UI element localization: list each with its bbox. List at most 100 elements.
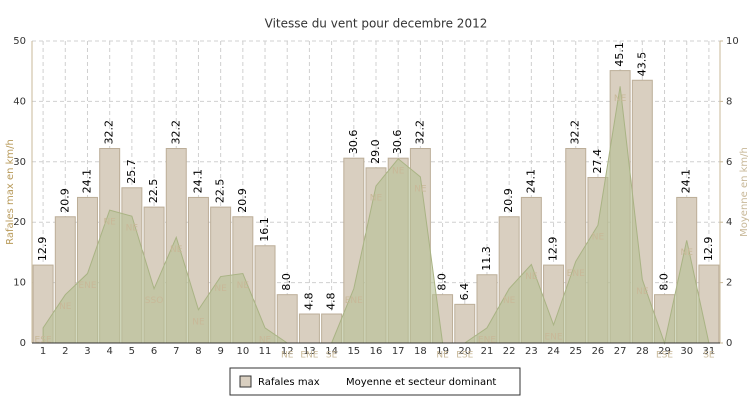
bar — [454, 303, 476, 344]
y2-tick-label: 4 — [726, 217, 732, 228]
x-tick-label: 29 — [658, 346, 671, 357]
value-label: 45.1 — [613, 42, 626, 67]
x-tick-label: 1 — [40, 346, 46, 357]
y2-tick-label: 2 — [726, 278, 732, 289]
x-tick-label: 28 — [636, 346, 649, 357]
y-tick-label: 40 — [13, 96, 26, 107]
direction-label: ESE — [456, 351, 473, 361]
y2-tick-label: 6 — [726, 157, 732, 168]
y2-tick-label: 8 — [726, 96, 732, 107]
value-label: 22.5 — [214, 179, 227, 204]
x-tick-label: 9 — [217, 346, 223, 357]
direction-label: ENE — [567, 269, 585, 279]
value-label: 32.2 — [413, 120, 426, 145]
value-label: 22.5 — [147, 179, 160, 204]
y-tick-label: 30 — [13, 157, 26, 168]
value-label: 29.0 — [369, 139, 382, 164]
chart-title: Vitesse du vent pour decembre 2012 — [265, 17, 488, 31]
value-label: 20.9 — [58, 188, 71, 213]
value-label: 8.0 — [436, 273, 449, 291]
x-tick-label: 16 — [370, 346, 383, 357]
x-tick-label: 8 — [195, 346, 201, 357]
value-label: 4.8 — [302, 293, 315, 311]
x-tick-label: 24 — [547, 346, 560, 357]
x-tick-label: 2 — [62, 346, 68, 357]
y2-tick-label: 10 — [726, 36, 739, 47]
legend-label: Moyenne et secteur dominant — [346, 377, 496, 388]
direction-label: ESE — [656, 351, 673, 361]
direction-label: NE — [214, 284, 227, 294]
value-label: 24.1 — [524, 169, 537, 194]
bar — [276, 294, 298, 344]
direction-label: NE — [503, 296, 516, 306]
x-tick-label: 30 — [680, 346, 693, 357]
direction-label: NE — [592, 233, 605, 243]
direction-label: NE — [414, 184, 427, 194]
x-tick-label: 12 — [281, 346, 294, 357]
direction-label: ENE — [78, 281, 96, 291]
direction-label: NE — [281, 351, 294, 361]
value-label: 20.9 — [502, 188, 515, 213]
direction-label: NE — [126, 224, 139, 234]
value-label: 24.1 — [680, 169, 693, 194]
direction-label: ENE — [300, 351, 318, 361]
y-tick-label: 0 — [20, 338, 26, 349]
value-label: 11.3 — [480, 246, 493, 271]
direction-label: SE — [326, 351, 338, 361]
direction-label: NE — [370, 193, 383, 203]
y-tick-label: 10 — [13, 278, 26, 289]
y2-axis-label: Moyenne en km/h — [739, 147, 750, 237]
y2-tick-label: 0 — [726, 338, 732, 349]
legend — [229, 367, 521, 396]
value-label: 8.0 — [658, 273, 671, 291]
direction-label: NE — [59, 302, 72, 312]
y-axis-label: Rafales max en km/h — [5, 139, 16, 245]
x-tick-label: 13 — [303, 346, 316, 357]
x-tick-label: 17 — [392, 346, 405, 357]
value-label: 32.2 — [569, 120, 582, 145]
value-label: 12.9 — [547, 237, 560, 262]
value-label: 12.9 — [36, 237, 49, 262]
value-label: 12.9 — [702, 237, 715, 262]
x-tick-label: 23 — [525, 346, 538, 357]
direction-label: SSO — [145, 296, 164, 306]
direction-label: ENE — [544, 332, 562, 342]
value-label: 6.4 — [458, 283, 471, 301]
bar — [298, 313, 320, 344]
value-label: 27.4 — [591, 149, 604, 174]
value-label: 4.8 — [325, 293, 338, 311]
direction-label: NE — [103, 218, 116, 228]
x-tick-label: 5 — [129, 346, 135, 357]
direction-label: NE — [259, 335, 272, 345]
value-label: 24.1 — [80, 169, 93, 194]
x-tick-label: 18 — [414, 346, 427, 357]
x-tick-label: 27 — [614, 346, 627, 357]
direction-label: NE — [392, 166, 405, 176]
value-label: 25.7 — [125, 159, 138, 184]
x-tick-label: 26 — [592, 346, 605, 357]
x-tick-label: 15 — [347, 346, 360, 357]
x-tick-label: 10 — [236, 346, 249, 357]
direction-label: SE — [703, 351, 715, 361]
direction-label: ENE — [345, 296, 363, 306]
y-tick-label: 50 — [13, 36, 26, 47]
direction-label: NE — [525, 272, 538, 282]
x-tick-label: 25 — [569, 346, 582, 357]
value-label: 20.9 — [236, 188, 249, 213]
x-tick-label: 20 — [458, 346, 471, 357]
x-tick-label: 19 — [436, 346, 449, 357]
x-tick-label: 11 — [259, 346, 272, 357]
direction-label: NE — [436, 351, 449, 361]
direction-label: NE — [237, 281, 250, 291]
direction-label: NE — [636, 287, 649, 297]
direction-label: NE — [614, 94, 627, 104]
direction-label: NE — [192, 317, 205, 327]
x-tick-label: 3 — [84, 346, 90, 357]
x-tick-label: 14 — [325, 346, 338, 357]
value-label: 30.6 — [391, 130, 404, 155]
direction-label: ENE — [478, 335, 496, 345]
x-tick-label: 4 — [106, 346, 112, 357]
value-label: 8.0 — [280, 273, 293, 291]
x-tick-label: 22 — [503, 346, 516, 357]
